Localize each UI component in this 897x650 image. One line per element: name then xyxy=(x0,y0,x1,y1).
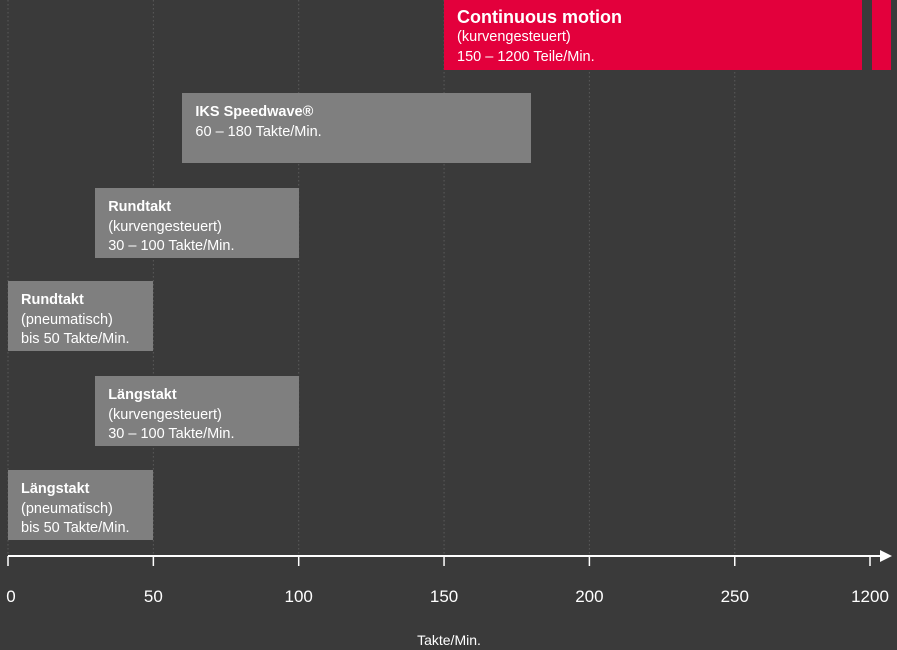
bar-label-line: (pneumatisch) xyxy=(21,500,113,517)
x-tick-label: 250 xyxy=(720,587,749,606)
bar-label-line: IKS Speedwave® xyxy=(195,104,314,120)
x-tick-label: 100 xyxy=(284,587,313,606)
bar-label-line: bis 50 Takte/Min. xyxy=(21,520,130,536)
bar-laengstakt-kurven: Längstakt (kurvengesteuert) 30 – 100 Takte… xyxy=(95,376,299,446)
bar-label-line: bis 50 Takte/Min. xyxy=(21,331,130,347)
x-tick-label: 1200 xyxy=(851,587,889,606)
bar-label-line: Rundtakt xyxy=(21,292,84,308)
x-tick-label: 150 xyxy=(429,587,459,606)
bar-label-line: Continuous motion xyxy=(457,7,623,27)
x-tick-label: 200 xyxy=(575,587,604,606)
bar-rundtakt-pneu: Rundtakt (pneumatisch) bis 50 Takte/Min. xyxy=(8,281,154,351)
bar-label-line: (kurvengesteuert) xyxy=(108,218,222,235)
bar-label-line: Längstakt xyxy=(108,387,177,403)
bar-laengstakt-pneu: Längstakt (pneumatisch) bis 50 Takte/Min. xyxy=(8,470,154,540)
bar-continuous-motion: Continuous motion (kurvengesteuert) 150 – … xyxy=(444,0,862,70)
x-tick-label: 50 xyxy=(143,587,163,606)
bar-rundtakt-kurven: Rundtakt (kurvengesteuert) 30 – 100 Takte/… xyxy=(95,188,299,258)
bar-label-line: Längstakt xyxy=(21,481,90,497)
x-axis-title: Takte/Min. xyxy=(417,632,481,648)
bar-label-line: (pneumatisch) xyxy=(21,311,113,328)
bar-iks-speedwave: IKS Speedwave® 60 – 180 Takte/Min. xyxy=(182,93,532,163)
bar-label-line: 60 – 180 Takte/Min. xyxy=(195,123,322,140)
bar-label-line: 30 – 100 Takte/Min. xyxy=(108,238,235,254)
x-tick-label: 0 xyxy=(6,587,16,606)
x-axis-arrow-icon xyxy=(880,550,892,562)
bar-label-line: (kurvengesteuert) xyxy=(457,29,571,45)
bar-label-line: 30 – 100 Takte/Min. xyxy=(108,426,235,442)
bar-label-line: (kurvengesteuert) xyxy=(108,406,222,423)
continuous-motion-bar-continuation xyxy=(872,0,891,70)
bar-label-line: 150 – 1200 Teile/Min. xyxy=(457,48,595,65)
bar-label-line: Rundtakt xyxy=(108,199,172,215)
